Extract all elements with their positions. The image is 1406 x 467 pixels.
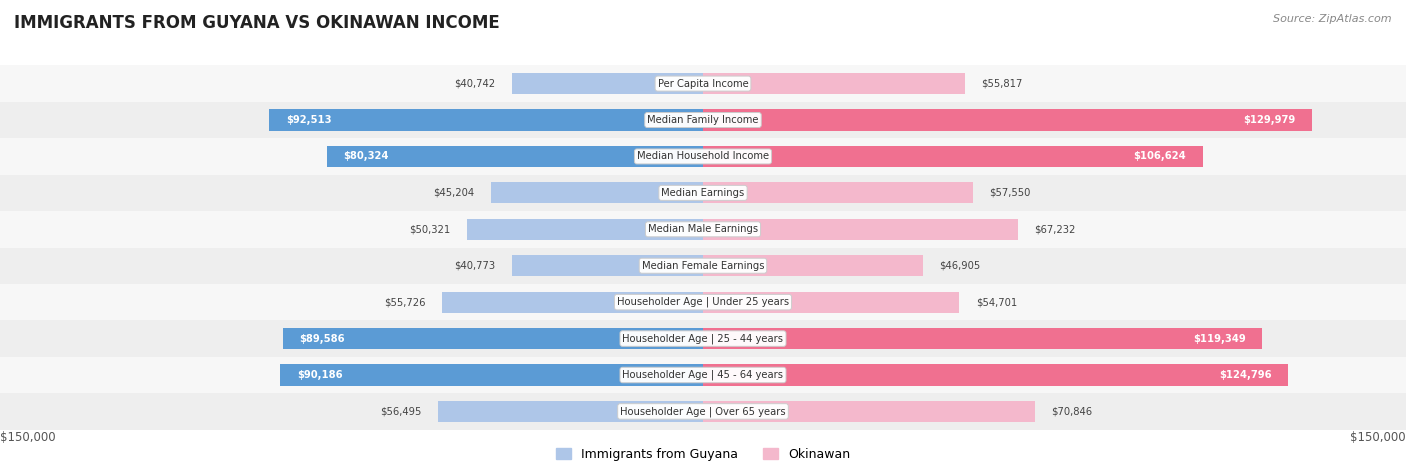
- Text: $150,000: $150,000: [0, 431, 56, 444]
- Bar: [512, 73, 703, 94]
- Bar: [703, 146, 1202, 167]
- Text: $57,550: $57,550: [990, 188, 1031, 198]
- Bar: [441, 291, 703, 313]
- Bar: [703, 255, 922, 276]
- Bar: [0, 284, 1406, 320]
- Text: $67,232: $67,232: [1035, 224, 1076, 234]
- Bar: [283, 328, 703, 349]
- Bar: [703, 364, 1288, 386]
- Text: $45,204: $45,204: [433, 188, 475, 198]
- Bar: [703, 219, 1018, 240]
- Text: $106,624: $106,624: [1133, 151, 1187, 162]
- Bar: [0, 175, 1406, 211]
- Text: $56,495: $56,495: [381, 406, 422, 417]
- Text: Householder Age | Under 25 years: Householder Age | Under 25 years: [617, 297, 789, 307]
- Text: Median Household Income: Median Household Income: [637, 151, 769, 162]
- Text: $55,817: $55,817: [981, 78, 1022, 89]
- Bar: [0, 393, 1406, 430]
- Text: $70,846: $70,846: [1052, 406, 1092, 417]
- Text: Median Male Earnings: Median Male Earnings: [648, 224, 758, 234]
- Bar: [0, 65, 1406, 102]
- Text: Householder Age | 25 - 44 years: Householder Age | 25 - 44 years: [623, 333, 783, 344]
- Bar: [703, 109, 1312, 131]
- Text: $50,321: $50,321: [409, 224, 451, 234]
- Bar: [703, 73, 965, 94]
- Bar: [512, 255, 703, 276]
- Text: $40,742: $40,742: [454, 78, 496, 89]
- Text: $90,186: $90,186: [297, 370, 342, 380]
- Text: $40,773: $40,773: [454, 261, 495, 271]
- Bar: [491, 182, 703, 204]
- Text: IMMIGRANTS FROM GUYANA VS OKINAWAN INCOME: IMMIGRANTS FROM GUYANA VS OKINAWAN INCOM…: [14, 14, 499, 32]
- Bar: [703, 182, 973, 204]
- Bar: [0, 102, 1406, 138]
- Text: $55,726: $55,726: [384, 297, 426, 307]
- Text: $150,000: $150,000: [1350, 431, 1406, 444]
- Text: $124,796: $124,796: [1219, 370, 1271, 380]
- Bar: [0, 248, 1406, 284]
- Bar: [270, 109, 703, 131]
- Text: Per Capita Income: Per Capita Income: [658, 78, 748, 89]
- Bar: [703, 291, 959, 313]
- Text: Median Family Income: Median Family Income: [647, 115, 759, 125]
- Bar: [467, 219, 703, 240]
- Bar: [326, 146, 703, 167]
- Bar: [280, 364, 703, 386]
- Text: Householder Age | 45 - 64 years: Householder Age | 45 - 64 years: [623, 370, 783, 380]
- Bar: [0, 320, 1406, 357]
- Text: $46,905: $46,905: [939, 261, 980, 271]
- Bar: [439, 401, 703, 422]
- Text: Source: ZipAtlas.com: Source: ZipAtlas.com: [1274, 14, 1392, 24]
- Legend: Immigrants from Guyana, Okinawan: Immigrants from Guyana, Okinawan: [555, 448, 851, 461]
- Text: $119,349: $119,349: [1194, 333, 1246, 344]
- Text: $80,324: $80,324: [343, 151, 388, 162]
- Text: $89,586: $89,586: [299, 333, 344, 344]
- Text: $92,513: $92,513: [285, 115, 332, 125]
- Bar: [0, 357, 1406, 393]
- Text: $54,701: $54,701: [976, 297, 1017, 307]
- Bar: [703, 328, 1263, 349]
- Text: Median Female Earnings: Median Female Earnings: [641, 261, 765, 271]
- Text: $129,979: $129,979: [1243, 115, 1296, 125]
- Bar: [0, 211, 1406, 248]
- Bar: [0, 138, 1406, 175]
- Text: Householder Age | Over 65 years: Householder Age | Over 65 years: [620, 406, 786, 417]
- Bar: [703, 401, 1035, 422]
- Text: Median Earnings: Median Earnings: [661, 188, 745, 198]
